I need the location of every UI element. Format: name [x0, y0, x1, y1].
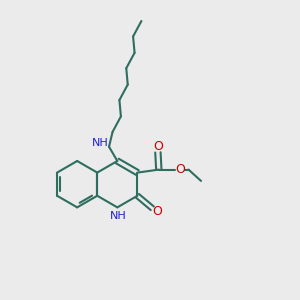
Text: NH: NH: [92, 138, 109, 148]
Text: O: O: [175, 163, 185, 176]
Text: O: O: [153, 140, 163, 153]
Text: NH: NH: [110, 211, 126, 221]
Text: O: O: [152, 205, 162, 218]
